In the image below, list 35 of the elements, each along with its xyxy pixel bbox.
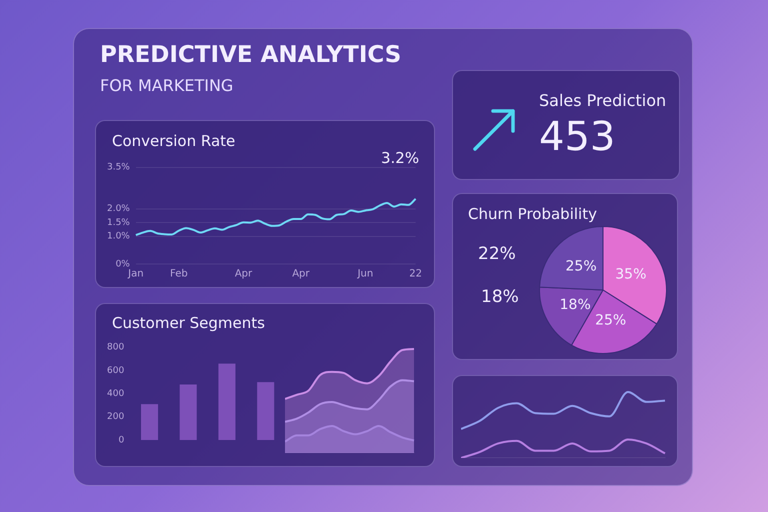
x-tick-label: Apr [234, 268, 253, 280]
y-tick-label: 0 [118, 435, 124, 446]
bar [180, 384, 197, 440]
y-tick-label: 600 [106, 366, 124, 376]
bar [218, 364, 236, 440]
text: 3.2% [381, 149, 420, 167]
data-label: 25% [566, 258, 597, 275]
chart-title: Conversion Rate [112, 132, 236, 150]
bar [141, 404, 158, 440]
text: PREDICTIVE ANALYTICS [100, 42, 402, 68]
line-series [134, 198, 417, 236]
y-tick-label: 3.5% [106, 162, 130, 173]
text: FOR MARKETING [100, 76, 234, 95]
chart-title: Churn Probability [468, 205, 597, 223]
y-tick-label: 400 [106, 389, 124, 400]
y-tick-label: 200 [106, 412, 124, 422]
y-tick-label: 800 [106, 342, 124, 353]
data-label: 35% [615, 266, 646, 282]
y-tick-label: 1.0% [106, 232, 130, 242]
y-tick-label: 2.0% [106, 204, 130, 214]
chart-title: Customer Segments [112, 314, 265, 332]
x-tick-label: 22 [409, 268, 422, 280]
data-label: 25% [595, 312, 626, 328]
y-tick-label: 1.5% [106, 218, 130, 228]
x-tick-label: Feb [170, 268, 188, 280]
text: Sales Prediction [539, 91, 666, 110]
text: 22% [478, 244, 516, 264]
data-label: 18% [560, 296, 591, 313]
y-tick-label: 0% [116, 259, 130, 270]
x-tick-label: Jun [356, 268, 374, 280]
bar [257, 382, 274, 440]
x-tick-label: Jan [127, 268, 144, 280]
x-tick-label: Apr [292, 268, 310, 280]
text: 18% [481, 287, 519, 307]
text: 453 [539, 114, 616, 160]
